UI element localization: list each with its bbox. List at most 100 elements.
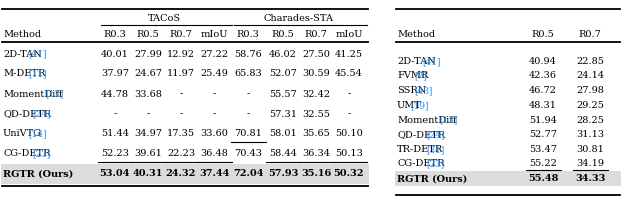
Text: -: -: [179, 89, 182, 98]
Text: 27.98: 27.98: [576, 86, 604, 95]
Text: 24.67: 24.67: [134, 69, 162, 78]
Text: Method: Method: [397, 29, 435, 39]
Text: 11.97: 11.97: [167, 69, 195, 78]
Text: 33.68: 33.68: [134, 89, 162, 98]
Text: CG-DETR: CG-DETR: [3, 150, 51, 158]
Text: 30.81: 30.81: [576, 145, 604, 154]
Text: 53.47: 53.47: [529, 145, 557, 154]
Text: 37.44: 37.44: [199, 170, 229, 179]
Text: R0.5: R0.5: [136, 29, 159, 39]
Text: 25.49: 25.49: [200, 69, 228, 78]
Text: R0.3: R0.3: [104, 29, 127, 39]
Text: R0.5: R0.5: [532, 29, 554, 39]
Text: 27.99: 27.99: [134, 49, 162, 59]
Text: [13]: [13]: [439, 116, 458, 124]
Text: [41]: [41]: [29, 49, 47, 59]
Text: -: -: [113, 110, 116, 118]
Text: R0.7: R0.7: [170, 29, 193, 39]
Text: -: -: [147, 110, 150, 118]
Text: 65.83: 65.83: [234, 69, 262, 78]
Text: 33.60: 33.60: [200, 130, 228, 138]
Text: 51.44: 51.44: [101, 130, 129, 138]
Text: Method: Method: [3, 29, 41, 39]
Text: [24]: [24]: [427, 130, 445, 139]
Text: 52.23: 52.23: [101, 150, 129, 158]
Text: 36.48: 36.48: [200, 150, 228, 158]
Text: 2D-TAN: 2D-TAN: [397, 57, 436, 66]
Text: [7]: [7]: [415, 71, 427, 81]
Text: RGTR (Ours): RGTR (Ours): [3, 170, 73, 179]
Text: 29.25: 29.25: [576, 101, 604, 110]
Text: mIoU: mIoU: [200, 29, 228, 39]
Text: 17.35: 17.35: [167, 130, 195, 138]
Text: M-DETR: M-DETR: [3, 69, 45, 78]
Text: 31.13: 31.13: [576, 130, 604, 139]
Text: 50.13: 50.13: [335, 150, 363, 158]
Text: 40.31: 40.31: [133, 170, 163, 179]
Text: 46.72: 46.72: [529, 86, 557, 95]
Text: -: -: [212, 89, 216, 98]
Text: -: -: [212, 110, 216, 118]
Text: [23]: [23]: [427, 159, 445, 169]
Text: 24.14: 24.14: [576, 71, 604, 81]
Text: [31]: [31]: [427, 145, 445, 154]
Text: [14]: [14]: [29, 130, 47, 138]
Text: 70.43: 70.43: [234, 150, 262, 158]
Text: RGTR (Ours): RGTR (Ours): [397, 174, 467, 183]
Text: mIoU: mIoU: [335, 29, 363, 39]
Text: -: -: [348, 89, 351, 98]
Text: 32.42: 32.42: [302, 89, 330, 98]
Text: 72.04: 72.04: [233, 170, 263, 179]
Text: FVMR: FVMR: [397, 71, 428, 81]
Text: 40.94: 40.94: [529, 57, 557, 66]
Text: 45.54: 45.54: [335, 69, 363, 78]
Text: R0.5: R0.5: [271, 29, 294, 39]
Text: [24]: [24]: [33, 110, 51, 118]
Text: 48.31: 48.31: [529, 101, 557, 110]
Text: 55.22: 55.22: [529, 159, 557, 169]
Text: 58.76: 58.76: [234, 49, 262, 59]
Text: 55.57: 55.57: [269, 89, 297, 98]
Bar: [1, 164, 369, 184]
Text: R0.7: R0.7: [579, 29, 602, 39]
Text: 34.19: 34.19: [576, 159, 604, 169]
Text: -: -: [348, 110, 351, 118]
Text: 39.61: 39.61: [134, 150, 162, 158]
Text: 40.01: 40.01: [101, 49, 129, 59]
Text: 27.50: 27.50: [302, 49, 330, 59]
Text: R0.7: R0.7: [305, 29, 328, 39]
Text: 58.01: 58.01: [269, 130, 297, 138]
Text: 22.85: 22.85: [576, 57, 604, 66]
Text: 44.78: 44.78: [101, 89, 129, 98]
Text: 32.55: 32.55: [302, 110, 330, 118]
Text: MomentDiff: MomentDiff: [3, 89, 63, 98]
Text: [11]: [11]: [29, 69, 47, 78]
Text: 28.25: 28.25: [576, 116, 604, 124]
Text: 37.97: 37.97: [101, 69, 129, 78]
Text: 50.10: 50.10: [335, 130, 363, 138]
Text: 35.65: 35.65: [302, 130, 330, 138]
Text: UMT: UMT: [397, 101, 422, 110]
Text: [43]: [43]: [415, 86, 433, 95]
Text: [13]: [13]: [45, 89, 63, 98]
Text: Charades-STA: Charades-STA: [264, 14, 333, 22]
Text: UniVTG: UniVTG: [3, 130, 42, 138]
Text: QD-DETR: QD-DETR: [3, 110, 51, 118]
Text: 46.02: 46.02: [269, 49, 297, 59]
Text: 52.07: 52.07: [269, 69, 297, 78]
Text: 34.97: 34.97: [134, 130, 162, 138]
Text: [41]: [41]: [422, 57, 441, 66]
Text: -: -: [179, 110, 182, 118]
Text: 34.33: 34.33: [575, 174, 605, 183]
Text: 12.92: 12.92: [167, 49, 195, 59]
Text: TACoS: TACoS: [148, 14, 181, 22]
Text: 24.32: 24.32: [166, 170, 196, 179]
Text: [23]: [23]: [33, 150, 51, 158]
Text: 51.94: 51.94: [529, 116, 557, 124]
Text: 58.44: 58.44: [269, 150, 297, 158]
Text: 41.25: 41.25: [335, 49, 363, 59]
Text: 70.81: 70.81: [234, 130, 262, 138]
Text: 55.48: 55.48: [528, 174, 558, 183]
Text: [19]: [19]: [410, 101, 429, 110]
Text: 42.36: 42.36: [529, 71, 557, 81]
